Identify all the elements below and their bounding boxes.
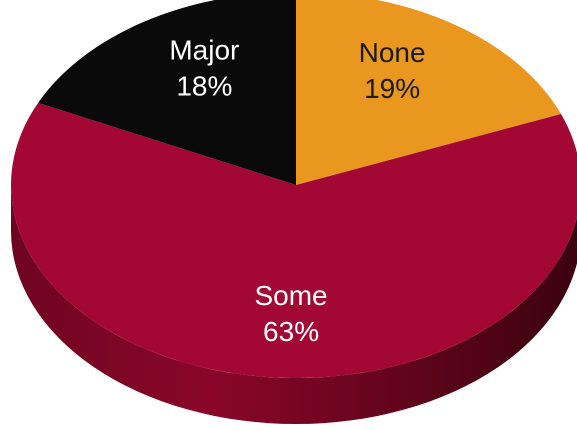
pie-tops	[10, 0, 577, 378]
slice-value-some: 63%	[263, 316, 319, 347]
slice-label-none: None	[359, 37, 426, 68]
slice-label-some: Some	[254, 280, 327, 311]
pie-slice-some	[10, 102, 577, 378]
pie-side-some	[11, 185, 577, 424]
pie-labels: None 19% Some 63% Major 18%	[169, 35, 425, 347]
slice-value-major: 18%	[176, 71, 232, 102]
slice-value-none: 19%	[364, 73, 420, 104]
pie-sides	[11, 185, 577, 424]
slice-label-major: Major	[169, 35, 239, 66]
pie-slice-major	[38, 0, 296, 185]
pie-slice-none	[296, 0, 561, 185]
